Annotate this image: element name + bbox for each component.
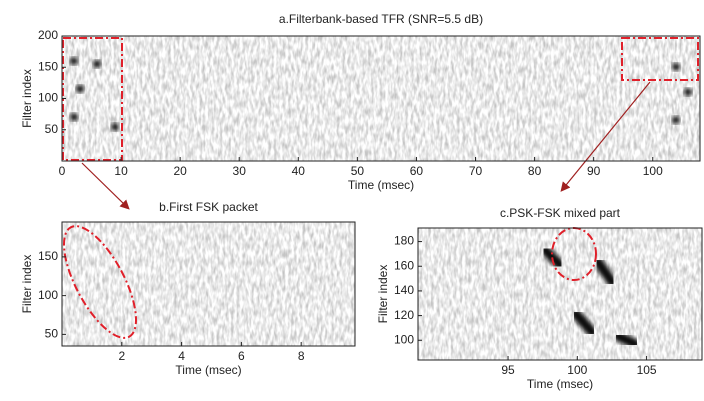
x-tick-label: 2 xyxy=(118,349,125,363)
y-tick-label: 100 xyxy=(38,91,58,105)
plots xyxy=(62,36,702,360)
x-tick-label: 8 xyxy=(298,349,305,363)
x-tick-label: 95 xyxy=(501,363,515,377)
y-tick-label: 50 xyxy=(45,122,59,136)
y-tick-label: 160 xyxy=(394,258,414,272)
x-tick-label: 90 xyxy=(587,164,601,178)
y-tick-label: 200 xyxy=(38,28,58,42)
x-tick-label: 4 xyxy=(178,349,185,363)
y-axis-label: Filter index xyxy=(20,255,34,314)
x-tick-label: 100 xyxy=(567,363,587,377)
x-tick-label: 0 xyxy=(59,164,66,178)
y-tick-label: 180 xyxy=(394,234,414,248)
x-tick-label: 6 xyxy=(238,349,245,363)
x-tick-label: 100 xyxy=(643,164,663,178)
y-tick-label: 120 xyxy=(394,308,414,322)
y-tick-label: 140 xyxy=(394,283,414,297)
x-tick-label: 10 xyxy=(114,164,128,178)
y-tick-label: 50 xyxy=(45,327,59,341)
x-tick-label: 50 xyxy=(351,164,365,178)
highlight-ellipse xyxy=(62,225,138,339)
y-tick-label: 100 xyxy=(394,332,414,346)
plot-frame xyxy=(417,227,703,361)
heatmap-c xyxy=(418,228,702,360)
x-tick-label: 30 xyxy=(233,164,247,178)
y-tick-label: 150 xyxy=(38,249,58,263)
y-axis-label: Filter index xyxy=(376,265,390,324)
chart-title: b.First FSK packet xyxy=(159,200,258,214)
chart-title: c.PSK-FSK mixed part xyxy=(500,206,621,220)
y-tick-label: 100 xyxy=(38,288,58,302)
x-tick-label: 40 xyxy=(292,164,306,178)
x-tick-label: 20 xyxy=(173,164,187,178)
x-axis-label: Time (msec) xyxy=(175,363,241,377)
highlight-box xyxy=(621,37,699,81)
arrow xyxy=(560,81,651,192)
plot-frame xyxy=(61,221,356,347)
y-axis-label: Filter index xyxy=(20,69,34,128)
heatmap-b xyxy=(62,222,355,346)
x-tick-label: 105 xyxy=(637,363,657,377)
x-tick-label: 70 xyxy=(469,164,483,178)
x-axis-label: Time (msec) xyxy=(527,377,593,391)
x-tick-label: 80 xyxy=(528,164,542,178)
x-tick-label: 60 xyxy=(410,164,424,178)
y-tick-label: 150 xyxy=(38,59,58,73)
arrow xyxy=(81,162,130,210)
x-axis-label: Time (msec) xyxy=(348,178,414,192)
chart-title: a.Filterbank-based TFR (SNR=5.5 dB) xyxy=(279,12,483,26)
heatmap-a xyxy=(62,36,700,161)
